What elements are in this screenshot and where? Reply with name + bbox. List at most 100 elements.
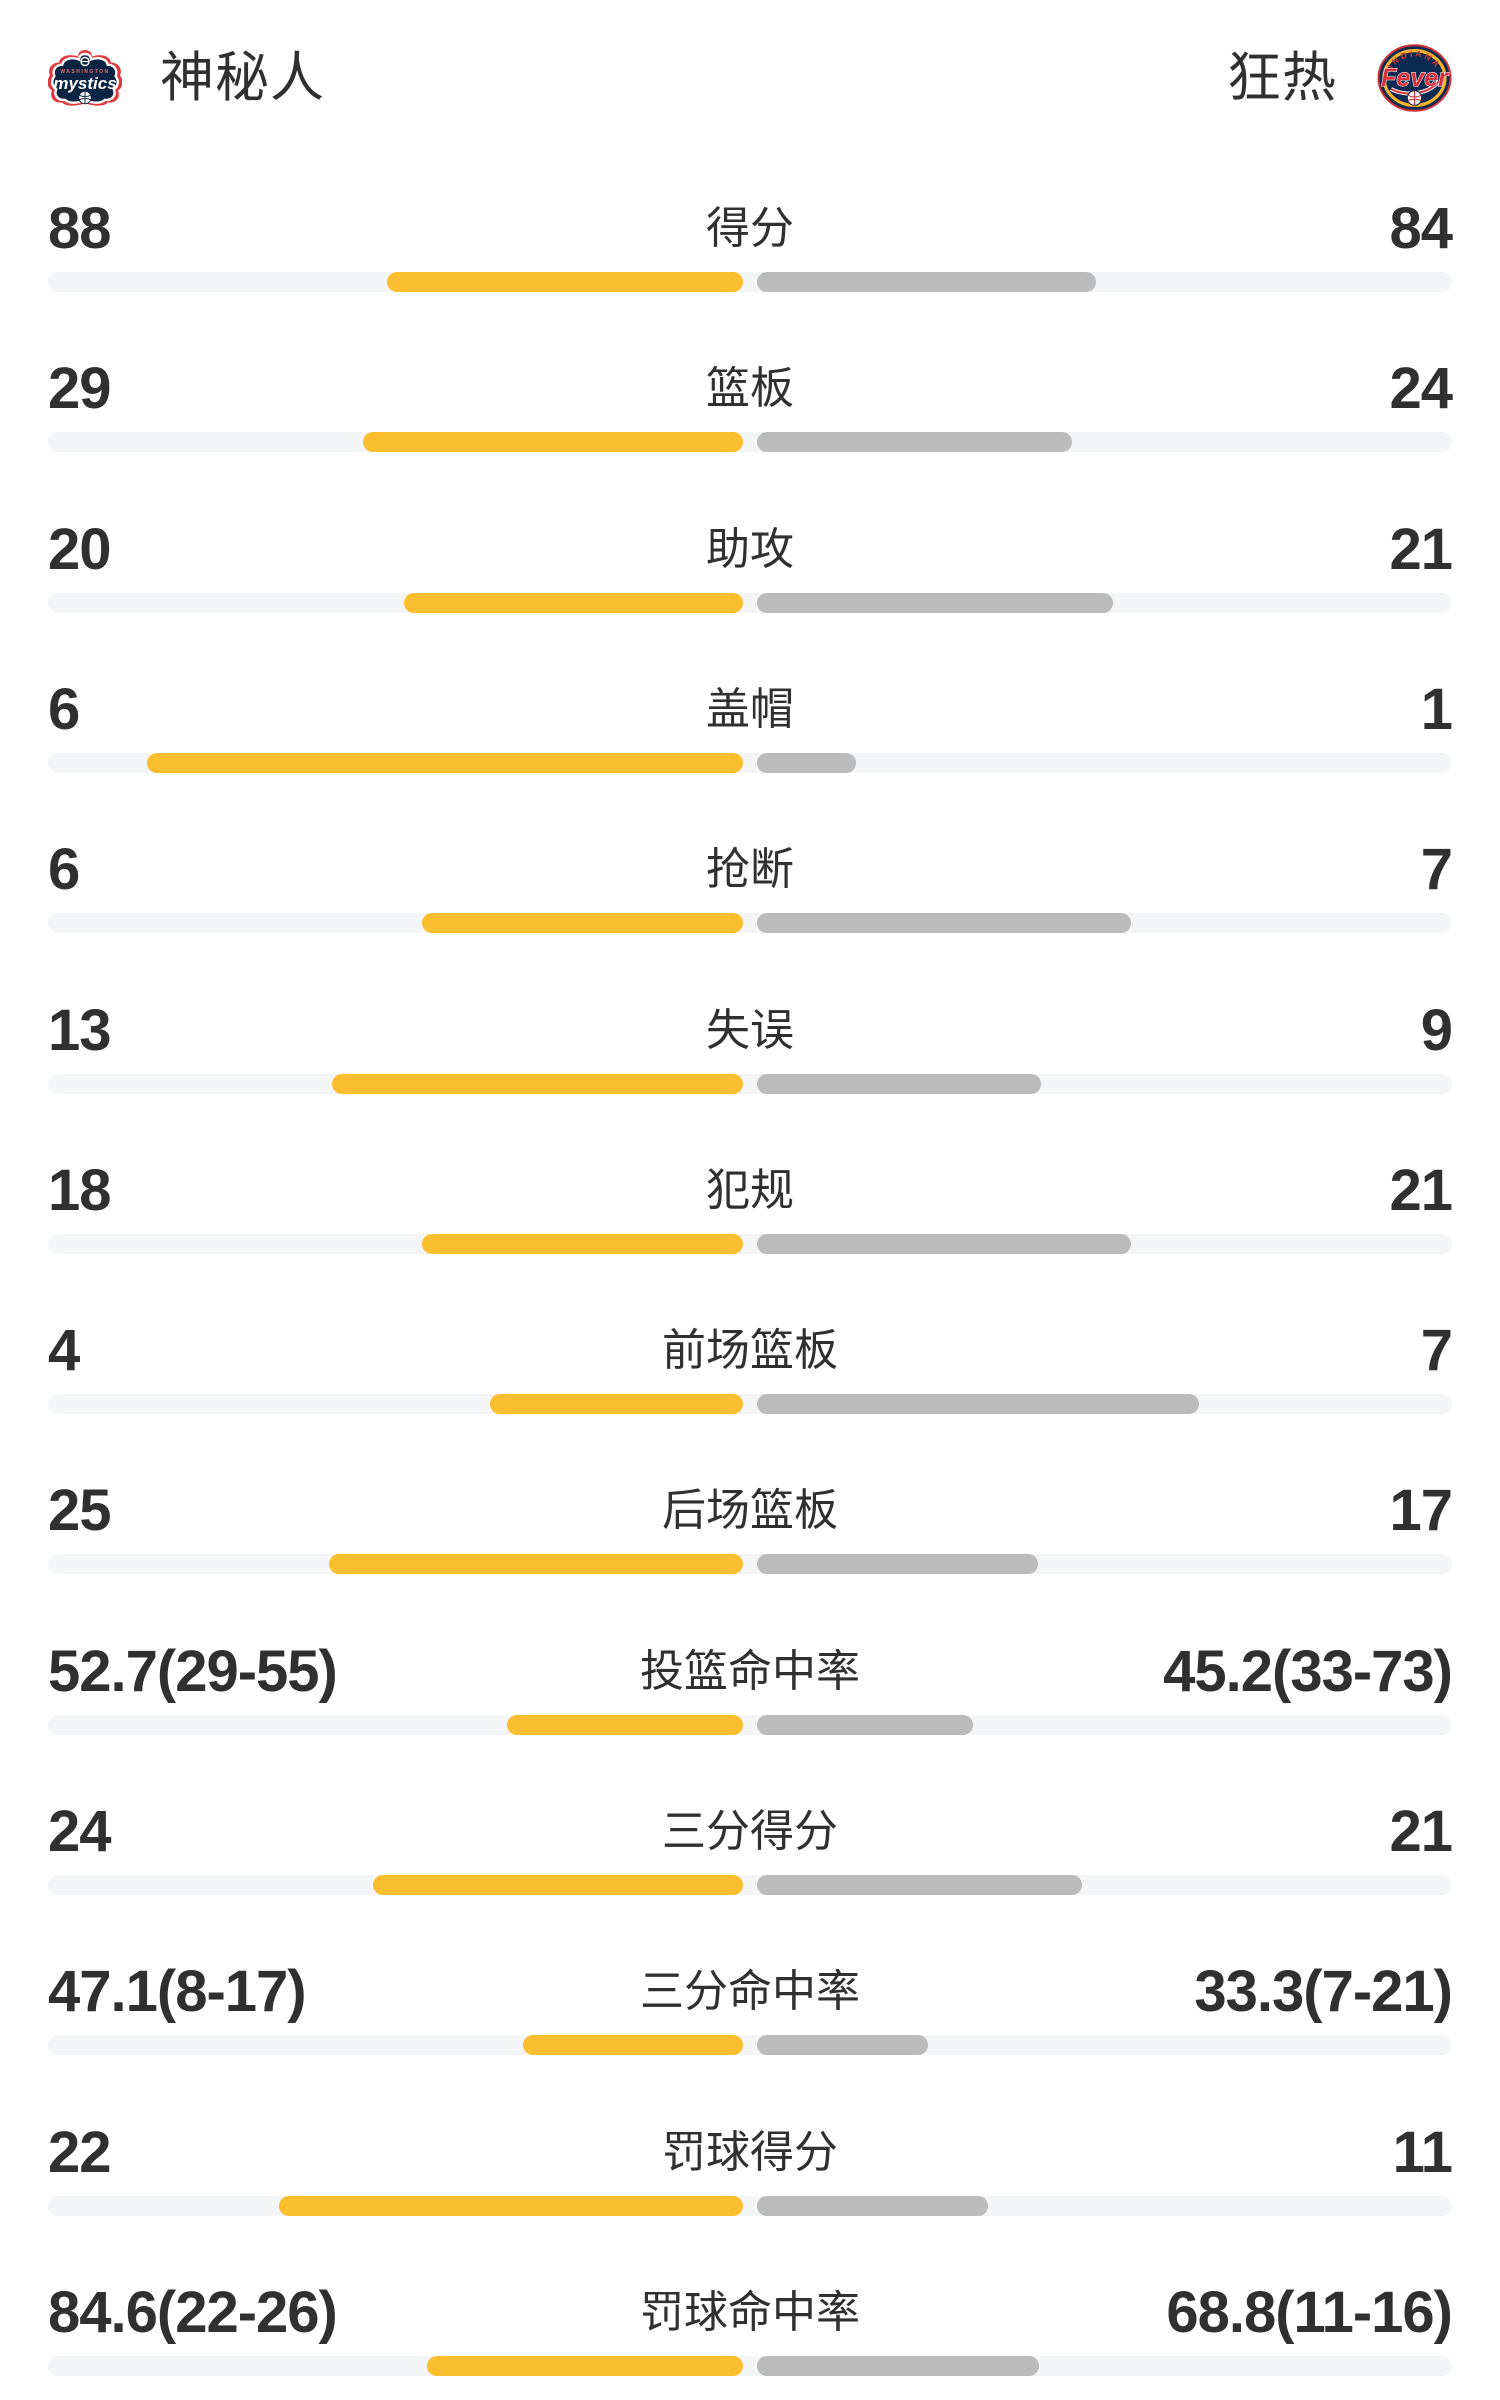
stat-values-line: 13 失误 9 xyxy=(48,998,1453,1063)
stat-values-line: 84.6(22-26) 罚球命中率 68.8(11-16) xyxy=(48,2280,1453,2345)
mystics-logo: WASHINGTON mystics xyxy=(48,50,122,106)
home-value: 52.7(29-55) xyxy=(48,1639,338,1704)
stat-row: 47.1(8-17) 三分命中率 33.3(7-21) xyxy=(0,1907,1500,2068)
away-bar xyxy=(757,432,1072,452)
stat-row: 24 三分得分 21 xyxy=(0,1747,1500,1908)
stat-bar-track xyxy=(48,432,1452,452)
home-bar xyxy=(404,593,743,613)
away-bar xyxy=(757,593,1113,613)
stat-row: 52.7(29-55) 投篮命中率 45.2(33-73) xyxy=(0,1587,1500,1748)
stat-row: 22 罚球得分 11 xyxy=(0,2068,1500,2229)
home-bar xyxy=(329,1554,743,1574)
stat-label: 前场篮板 xyxy=(662,1325,838,1375)
home-value: 6 xyxy=(48,677,80,742)
stat-values-line: 24 三分得分 21 xyxy=(48,1799,1453,1864)
stat-label: 罚球得分 xyxy=(662,2127,838,2177)
home-team-name: 神秘人 xyxy=(160,48,325,108)
stat-label: 三分命中率 xyxy=(640,1966,860,2016)
away-value: 9 xyxy=(1420,998,1453,1063)
home-bar xyxy=(507,1715,743,1735)
stat-row: 13 失误 9 xyxy=(0,946,1500,1107)
away-value: 24 xyxy=(1389,356,1453,421)
stat-values-line: 29 篮板 24 xyxy=(48,356,1453,421)
stat-label: 抢断 xyxy=(706,844,794,894)
stat-values-line: 47.1(8-17) 三分命中率 33.3(7-21) xyxy=(48,1959,1453,2024)
stat-row: 84.6(22-26) 罚球命中率 68.8(11-16) xyxy=(0,2228,1500,2389)
away-bar xyxy=(757,272,1096,292)
stat-bar-track xyxy=(48,593,1452,613)
home-value: 4 xyxy=(48,1318,80,1383)
home-bar xyxy=(422,913,743,933)
stat-bar-track xyxy=(48,2356,1452,2376)
stat-label: 三分得分 xyxy=(662,1806,838,1856)
away-bar xyxy=(757,753,856,773)
home-value: 6 xyxy=(48,837,80,902)
stat-row: 20 助攻 21 xyxy=(0,465,1500,626)
stat-values-line: 22 罚球得分 11 xyxy=(48,2120,1453,2185)
stat-values-line: 6 盖帽 1 xyxy=(48,677,1453,742)
stat-bar-track xyxy=(48,272,1452,292)
home-bar xyxy=(363,432,743,452)
home-bar xyxy=(147,753,743,773)
fever-logo: INDIANA Fever xyxy=(1377,44,1452,112)
stat-row: 88 得分 84 xyxy=(0,144,1500,305)
away-bar xyxy=(757,1074,1041,1094)
home-value: 29 xyxy=(48,356,112,421)
away-bar xyxy=(757,1875,1082,1895)
home-bar xyxy=(279,2196,743,2216)
away-value: 84 xyxy=(1389,196,1453,261)
header: WASHINGTON mystics 神秘人 狂热 INDIANA Fever xyxy=(48,44,1452,112)
stat-bar-track xyxy=(48,1875,1452,1895)
stat-label: 犯规 xyxy=(706,1165,794,1215)
home-value: 18 xyxy=(48,1158,112,1223)
home-value: 22 xyxy=(48,2120,112,2185)
stat-bar-track xyxy=(48,2196,1452,2216)
away-value: 21 xyxy=(1389,1158,1453,1223)
home-value: 25 xyxy=(48,1478,112,1543)
stat-row: 29 篮板 24 xyxy=(0,304,1500,465)
home-value: 84.6(22-26) xyxy=(48,2280,338,2345)
home-value: 24 xyxy=(48,1799,112,1864)
away-team-header[interactable]: 狂热 INDIANA Fever xyxy=(1227,44,1452,112)
stat-bar-track xyxy=(48,1234,1452,1254)
stat-bar-track xyxy=(48,913,1452,933)
home-bar xyxy=(490,1394,743,1414)
svg-text:WASHINGTON: WASHINGTON xyxy=(60,69,109,75)
away-value: 33.3(7-21) xyxy=(1194,1959,1453,2024)
away-value: 21 xyxy=(1389,517,1453,582)
away-value: 68.8(11-16) xyxy=(1166,2280,1453,2345)
stat-label: 后场篮板 xyxy=(662,1485,838,1535)
away-value: 11 xyxy=(1392,2120,1453,2185)
stat-values-line: 4 前场篮板 7 xyxy=(48,1318,1453,1383)
home-bar xyxy=(387,272,743,292)
away-bar xyxy=(757,1715,973,1735)
stat-values-line: 20 助攻 21 xyxy=(48,517,1453,582)
stat-label: 失误 xyxy=(706,1005,794,1055)
away-bar xyxy=(757,2356,1039,2376)
home-value: 47.1(8-17) xyxy=(48,1959,307,2024)
home-bar xyxy=(523,2035,743,2055)
stat-row: 6 抢断 7 xyxy=(0,785,1500,946)
home-team-header[interactable]: WASHINGTON mystics 神秘人 xyxy=(48,48,325,108)
stat-bar-track xyxy=(48,1394,1452,1414)
stat-row: 18 犯规 21 xyxy=(0,1106,1500,1267)
home-bar xyxy=(332,1074,743,1094)
stat-label: 助攻 xyxy=(706,524,794,574)
away-bar xyxy=(757,1394,1199,1414)
away-value: 17 xyxy=(1389,1478,1453,1543)
away-value: 1 xyxy=(1420,677,1453,742)
stat-values-line: 52.7(29-55) 投篮命中率 45.2(33-73) xyxy=(48,1639,1453,1704)
stat-values-line: 18 犯规 21 xyxy=(48,1158,1453,1223)
stat-bar-track xyxy=(48,1554,1452,1574)
stat-label: 得分 xyxy=(706,203,794,253)
stat-label: 罚球命中率 xyxy=(640,2287,860,2337)
away-bar xyxy=(757,2196,988,2216)
away-bar xyxy=(757,2035,928,2055)
stat-values-line: 6 抢断 7 xyxy=(48,837,1453,902)
stat-bar-track xyxy=(48,1715,1452,1735)
stat-row: 25 后场篮板 17 xyxy=(0,1426,1500,1587)
away-bar xyxy=(757,913,1131,933)
stat-bar-track xyxy=(48,2035,1452,2055)
away-bar xyxy=(757,1234,1131,1254)
